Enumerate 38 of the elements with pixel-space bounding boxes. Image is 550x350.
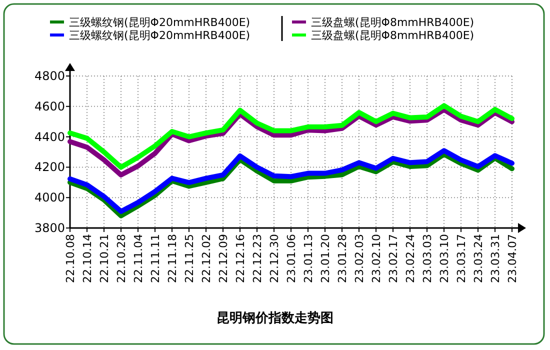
- x-tick-label: 23.03.17: [455, 234, 468, 283]
- y-tick-label: 4800: [34, 69, 65, 83]
- x-tick-label: 23.02.10: [370, 234, 383, 283]
- legend-label: 三级盘螺(昆明Φ8mmHRB400E): [311, 29, 474, 42]
- x-tick-label: 22.11.04: [132, 234, 145, 283]
- x-tick-label: 23.03.03: [421, 234, 434, 283]
- x-tick-label: 22.12.02: [200, 234, 213, 283]
- x-tick-label: 22.12.30: [268, 234, 281, 283]
- y-tick-label: 4400: [34, 130, 65, 144]
- x-tick-label: 23.04.07: [506, 234, 519, 283]
- legend-label: 三级盘螺(昆明Φ8mmHRB400E): [311, 16, 474, 29]
- x-tick-label: 22.12.23: [251, 234, 264, 283]
- x-tick-label: 22.12.09: [217, 234, 230, 283]
- x-tick-label: 23.03.10: [438, 234, 451, 283]
- y-tick-label: 4000: [34, 190, 65, 205]
- x-tick-label: 22.11.18: [166, 234, 179, 283]
- x-tick-label: 23.01.06: [285, 234, 298, 283]
- y-tick-label: 4600: [34, 99, 65, 114]
- x-tick-label: 23.02.17: [387, 234, 400, 283]
- x-tick-label: 23.02.24: [404, 234, 417, 283]
- x-tick-label: 23.02.03: [353, 234, 366, 283]
- legend-label: 三级螺纹钢(昆明Φ20mmHRB400E): [69, 16, 250, 29]
- x-tick-label: 22.11.11: [149, 234, 162, 283]
- legend-label: 三级螺纹钢(昆明Φ20mmHRB400E): [69, 29, 250, 42]
- y-tick-label: 4200: [34, 160, 65, 174]
- x-tick-label: 23.03.31: [489, 234, 502, 283]
- y-tick-label: 3800: [34, 221, 65, 235]
- text: 昆明钢价指数走势图: [216, 310, 334, 326]
- x-tick-label: 22.12.16: [234, 234, 247, 283]
- x-tick-label: 22.10.14: [81, 234, 94, 283]
- x-tick-label: 22.10.08: [64, 234, 77, 283]
- x-tick-label: 23.03.24: [472, 234, 485, 283]
- x-tick-label: 23.01.20: [319, 234, 332, 283]
- x-tick-label: 22.10.28: [115, 234, 128, 283]
- x-tick-label: 22.11.25: [183, 234, 196, 283]
- x-tick-label: 22.10.21: [98, 234, 111, 283]
- x-tick-label: 23.01.28: [336, 234, 349, 283]
- x-tick-label: 23.01.13: [302, 234, 315, 283]
